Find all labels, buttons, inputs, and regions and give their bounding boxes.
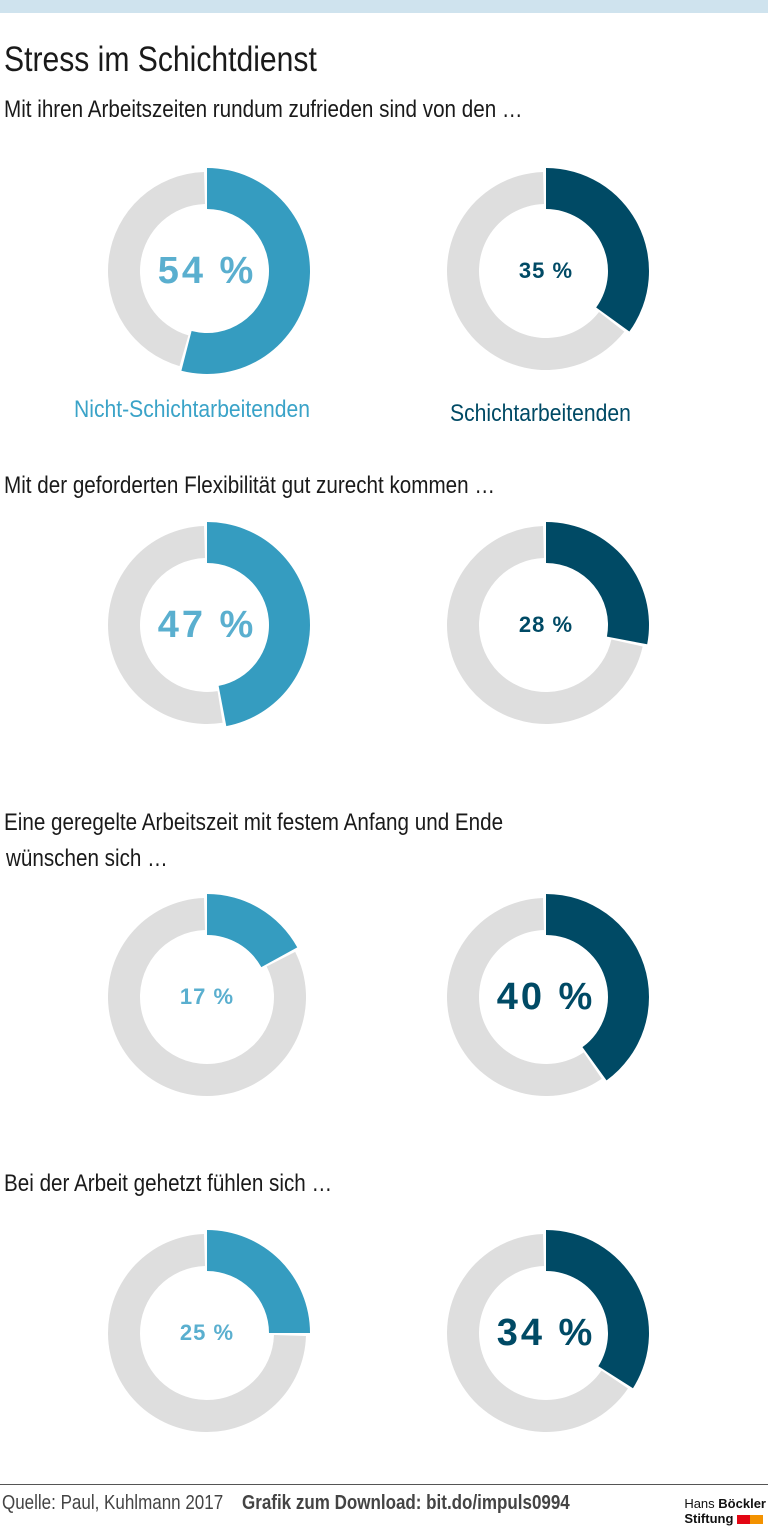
page-title: Stress im Schichtdienst xyxy=(4,40,317,79)
donut-remainder xyxy=(107,172,205,367)
question-1: Mit ihren Arbeitszeiten rundum zufrieden… xyxy=(4,96,523,123)
logo-boeckler: Böckler xyxy=(718,1496,766,1511)
donut-segment-nicht-schicht xyxy=(207,894,298,968)
legend-nicht-schicht: Nicht-Schichtarbeitenden xyxy=(74,396,310,423)
value-label: 34 % xyxy=(497,1312,596,1354)
donut-remainder xyxy=(446,526,643,724)
value-label: 40 % xyxy=(497,976,596,1018)
donut-charts: 54 % 35 % 47 % 28 % 17 % 40 % 25 % 34 % xyxy=(107,168,650,1432)
footer-source: Quelle: Paul, Kuhlmann 2017 xyxy=(2,1492,224,1514)
question-3: Eine geregelte Arbeitszeit mit festem An… xyxy=(4,809,504,836)
question-2: Mit der geforderten Flexibilität gut zur… xyxy=(4,472,495,499)
donut-remainder xyxy=(107,526,223,725)
logo-hans: Hans xyxy=(684,1496,715,1511)
logo: Hans Böckler Stiftung xyxy=(684,1496,766,1526)
question-3-line2: wünschen sich … xyxy=(6,845,168,872)
donut-remainder xyxy=(107,898,306,1096)
donut-segment-nicht-schicht xyxy=(207,1230,310,1333)
donut-remainder xyxy=(108,1234,306,1432)
value-label: 17 % xyxy=(180,984,234,1009)
donut-segment-nicht-schicht xyxy=(207,522,311,727)
logo-stiftung: Stiftung xyxy=(684,1511,734,1526)
footer-download-link[interactable]: Grafik zum Download: bit.do/impuls0994 xyxy=(242,1492,570,1514)
donut-segment-nicht-schicht xyxy=(181,168,311,374)
value-label: 47 % xyxy=(158,604,257,646)
donut-segment-schicht xyxy=(546,894,649,1081)
footer-divider xyxy=(0,1484,768,1485)
question-4: Bei der Arbeit gehetzt fühlen sich … xyxy=(4,1170,333,1197)
value-label: 54 % xyxy=(158,250,257,292)
donut-segment-schicht xyxy=(546,522,650,645)
legend-schicht: Schichtarbeitenden xyxy=(450,400,631,427)
value-label: 25 % xyxy=(180,1320,234,1345)
value-label: 28 % xyxy=(519,612,573,637)
donut-remainder xyxy=(446,1234,628,1432)
donut-remainder xyxy=(446,172,625,370)
donut-remainder xyxy=(446,898,602,1096)
value-label: 35 % xyxy=(519,258,573,283)
top-bar xyxy=(0,0,768,13)
donut-segment-schicht xyxy=(546,168,649,332)
donut-segment-schicht xyxy=(546,1230,649,1389)
